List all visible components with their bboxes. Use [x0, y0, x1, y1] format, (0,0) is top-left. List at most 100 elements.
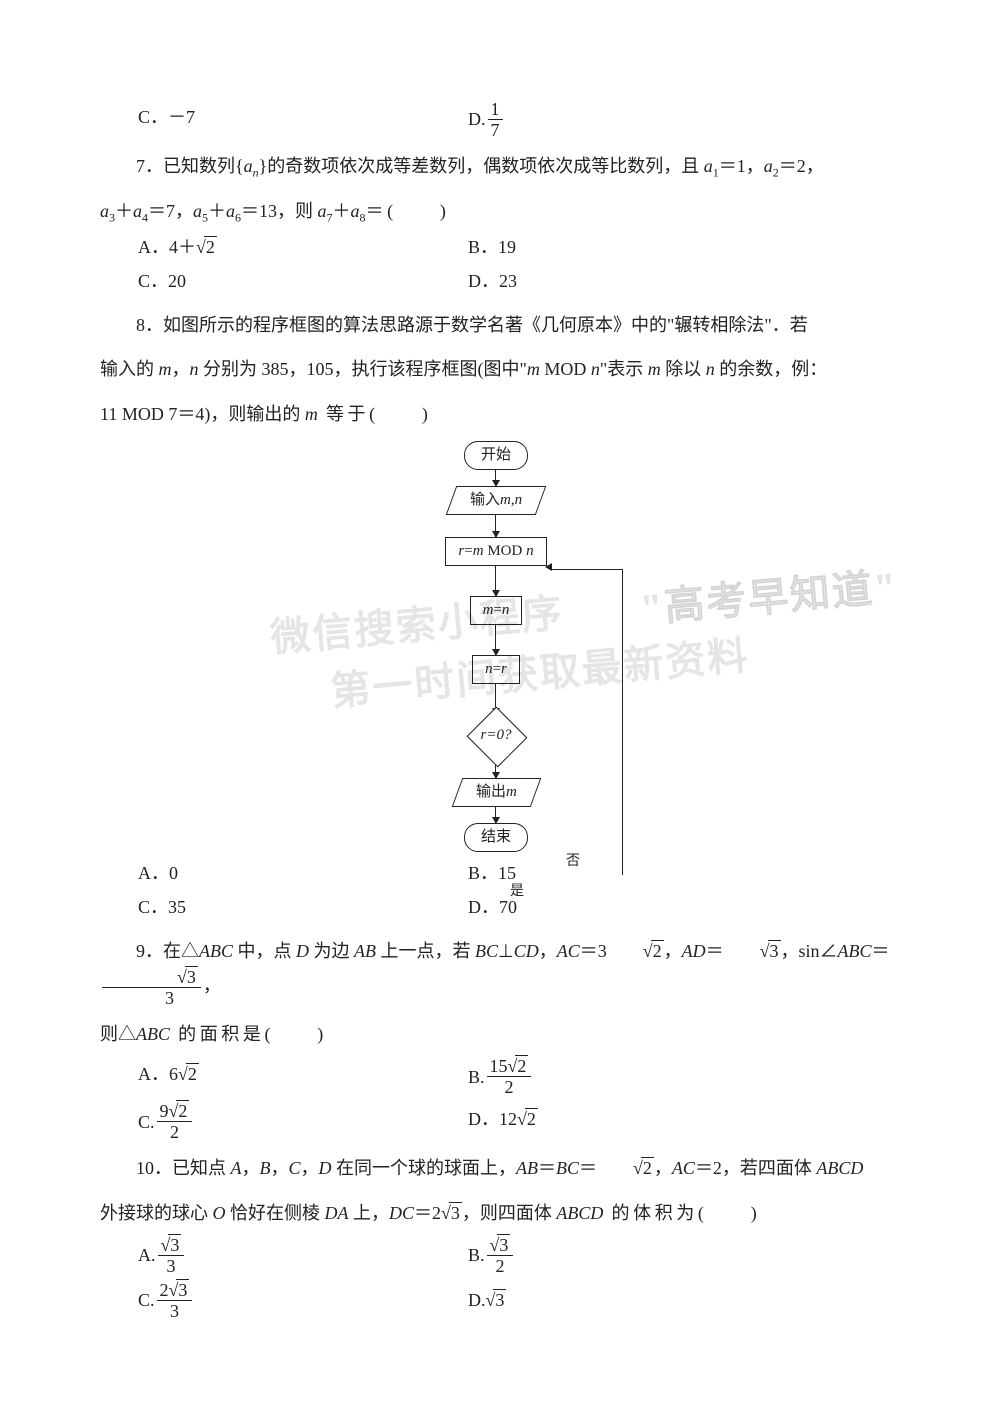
t: D. — [468, 1283, 486, 1317]
q9-option-c: C. 92 2 — [138, 1102, 468, 1141]
sqrt-icon: 3 — [490, 1236, 511, 1254]
frac-num: 23 — [157, 1281, 193, 1301]
t: 3 — [768, 940, 781, 961]
t: 3 — [158, 1256, 185, 1275]
t: B — [260, 1158, 271, 1178]
q9-option-b: B. 152 2 — [468, 1057, 892, 1096]
t: ＝2， — [779, 156, 824, 176]
frac-num: 92 — [157, 1102, 193, 1122]
t: ＋ — [333, 201, 351, 221]
q10-options-row1: A. 3 3 B. 3 2 — [138, 1236, 892, 1275]
flow-input: 输入m,n — [446, 486, 547, 515]
t: ＝( ) — [366, 201, 450, 221]
q6-options-row1: C．－7 D. 1 7 — [138, 100, 892, 139]
t: ＝2 — [414, 1203, 441, 1223]
q7-a3: a — [100, 201, 109, 221]
t: 外接球的球心 — [100, 1203, 213, 1223]
t: C. — [138, 1105, 155, 1139]
q8-stem-line2: 输入的 m，n 分别为 385，105，执行该程序框图(图中"m MOD n"表… — [100, 352, 892, 386]
q10-stem-line2: 外接球的球心 O 恰好在侧棱 DA 上，DC＝23，则四面体 ABCD 的体积为… — [100, 1196, 892, 1230]
sqrt-icon: 3 — [141, 968, 198, 986]
t: 结束 — [481, 829, 511, 845]
t: ABC — [838, 941, 872, 961]
q8-n2: n — [591, 359, 600, 379]
q10-options-row2: C. 23 3 D. 3 — [138, 1281, 892, 1320]
t: m,n — [500, 492, 522, 508]
sqrt-icon: 2 — [517, 1102, 538, 1136]
page: C．－7 D. 1 7 7．已知数列{an}的奇数项依次成等差数列，偶数项依次成… — [0, 0, 992, 1403]
t: ， — [654, 1158, 672, 1178]
t: 3 — [176, 1279, 189, 1300]
t: ＝2，若四面体 — [695, 1158, 817, 1178]
frac-num: 152 — [487, 1057, 532, 1077]
q9-stem-line2: 则△ABC 的面积是( ) — [100, 1017, 892, 1051]
t: 除以 — [661, 359, 706, 379]
t: 10．已知点 — [136, 1158, 231, 1178]
t: ＝1， — [719, 156, 764, 176]
t: 2 — [651, 940, 664, 961]
t: ＋ — [208, 201, 226, 221]
t: ABCD — [556, 1203, 603, 1223]
flow-connector — [495, 566, 496, 596]
t: 输入的 — [100, 359, 159, 379]
t: D．23 — [468, 271, 517, 291]
t: }的奇数项依次成等差数列，偶数项依次成等比数列，且 — [259, 156, 704, 176]
t: 8．如图所示的程序框图的算法思路源于数学名著《几何原本》中的"辗转相除法"．若 — [136, 315, 808, 335]
t: 2 — [525, 1108, 538, 1129]
t: n — [485, 661, 493, 677]
t: 3 — [185, 966, 198, 987]
flow-step1: r=m MOD n — [445, 537, 546, 566]
t: 3 — [102, 988, 201, 1007]
t: MOD — [540, 359, 591, 379]
t: n — [526, 543, 534, 559]
t: ， — [271, 1158, 289, 1178]
t: DA — [325, 1203, 349, 1223]
t: 9．在△ — [136, 941, 199, 961]
q8-n: n — [190, 359, 199, 379]
q7-a8: a — [351, 201, 360, 221]
t: AB — [354, 941, 376, 961]
q9-option-d: D．12 2 — [468, 1102, 892, 1141]
sqrt-icon: 2 — [169, 1102, 190, 1120]
t: = — [493, 661, 501, 677]
q6-optD-prefix: D. — [468, 102, 486, 136]
t: ＋ — [115, 201, 133, 221]
t: B．19 — [468, 237, 516, 257]
t: 则△ — [100, 1024, 136, 1044]
t: 的余数，例： — [715, 359, 828, 379]
t: 2 — [157, 1122, 193, 1141]
q10-optB-frac: 3 2 — [487, 1236, 514, 1275]
q7-a4: a — [133, 201, 142, 221]
q10-option-c: C. 23 3 — [138, 1281, 468, 1320]
flow-start: 开始 — [464, 441, 528, 470]
t: 2 — [487, 1077, 532, 1096]
q8-n3: n — [706, 359, 715, 379]
t: ， — [539, 941, 557, 961]
q6-option-c: C．－7 — [138, 100, 468, 139]
t: B. — [468, 1238, 485, 1272]
q8-option-d: D．70 — [468, 890, 892, 924]
t: D．12 — [468, 1109, 517, 1129]
t: m — [506, 784, 517, 800]
q10-option-a: A. 3 3 — [138, 1236, 468, 1275]
q7-options-row2: C．20 D．23 — [138, 264, 892, 298]
t: m — [483, 602, 494, 618]
t: C. — [138, 1283, 155, 1317]
t: 3 — [497, 1234, 510, 1255]
sqrt-icon: 2 — [607, 934, 664, 968]
t: A. — [138, 1238, 156, 1272]
q7-a2: a — [764, 156, 773, 176]
q6-optC-text: C．－7 — [138, 107, 195, 127]
t: 2 — [160, 1280, 169, 1300]
t: AC — [672, 1158, 695, 1178]
q7-option-a: A．4＋2 — [138, 230, 468, 264]
flow-step3: n=r — [472, 655, 520, 684]
q9-sin-frac: 33 — [102, 968, 201, 1007]
t: = — [464, 543, 472, 559]
t: C — [289, 1158, 301, 1178]
flow-loop-line — [550, 569, 623, 875]
q8-m4: m — [305, 404, 318, 424]
q7-a1: a — [704, 156, 713, 176]
t: MOD — [484, 543, 527, 559]
sqrt-icon: 2 — [597, 1151, 654, 1185]
